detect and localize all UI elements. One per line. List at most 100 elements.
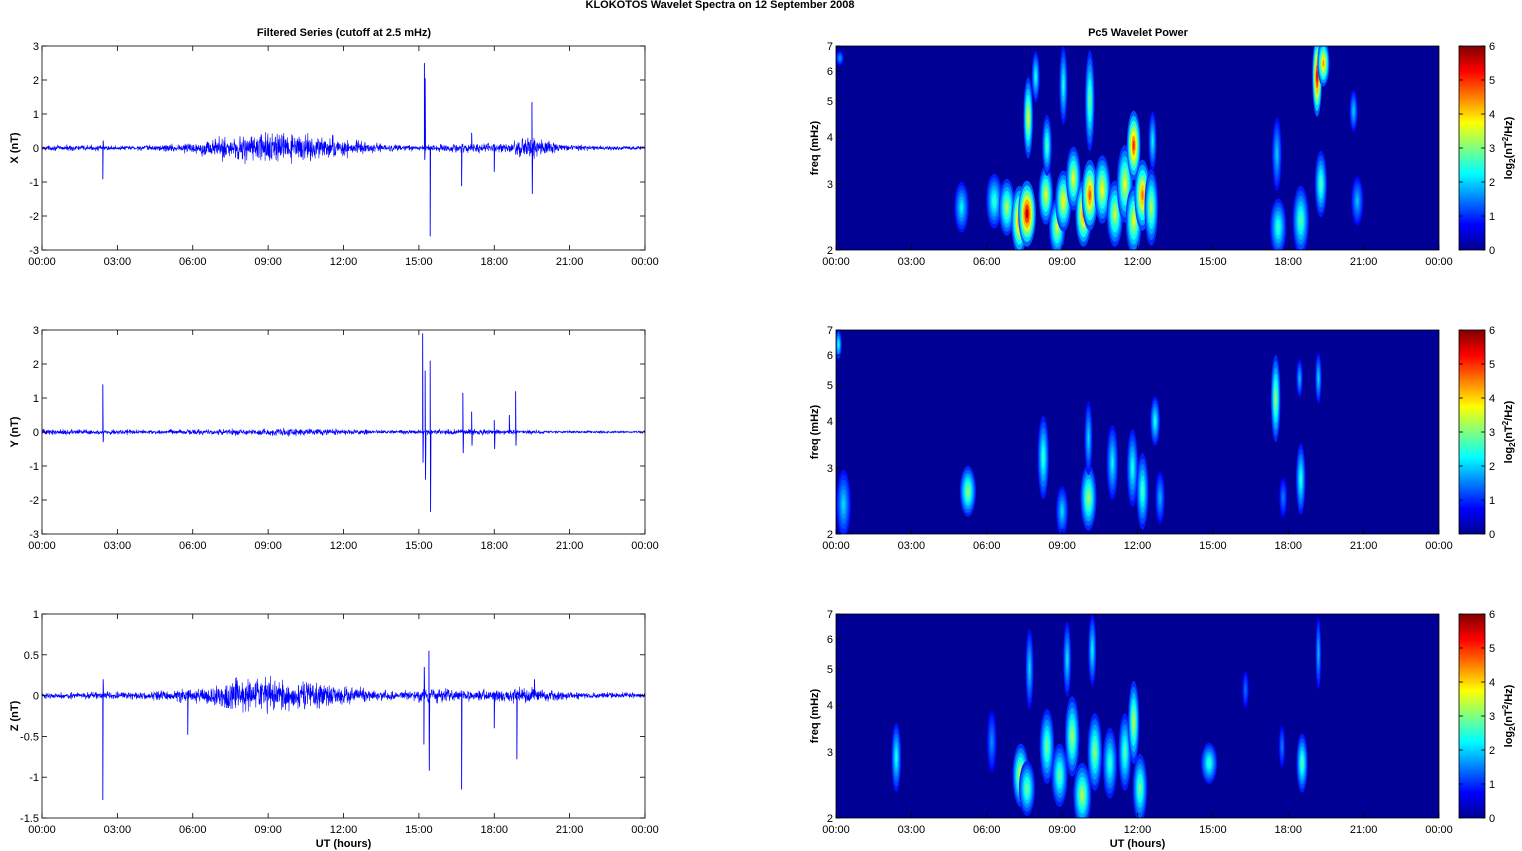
power-contour bbox=[1025, 208, 1029, 219]
power-contour bbox=[1275, 392, 1277, 405]
x-tick-label: 00:00 bbox=[1425, 256, 1453, 268]
x-tick-label: 21:00 bbox=[556, 256, 584, 268]
power-blob bbox=[1126, 429, 1139, 507]
y-tick-label: 6 bbox=[827, 350, 833, 362]
x-tick-label: 03:00 bbox=[898, 540, 926, 552]
colorbar-tick-label: 6 bbox=[1489, 325, 1495, 337]
y-tick-label: -0.5 bbox=[20, 731, 39, 743]
y-tick-label: -3 bbox=[29, 245, 39, 257]
x-tick-label: 09:00 bbox=[1048, 256, 1076, 268]
power-blob bbox=[1056, 486, 1069, 534]
power-blob bbox=[1128, 680, 1140, 764]
power-contour bbox=[1207, 760, 1211, 767]
power-contour bbox=[993, 197, 996, 206]
z-series-plot-area bbox=[42, 614, 645, 818]
colorbar-tick-label: 4 bbox=[1489, 393, 1495, 405]
power-blob bbox=[1270, 354, 1281, 442]
y-wavelet-heatmap bbox=[836, 330, 1439, 534]
power-contour bbox=[1159, 493, 1161, 502]
x-tick-label: 15:00 bbox=[405, 824, 433, 836]
y-series-ylabel: Y (nT) bbox=[9, 416, 21, 447]
x-tick-label: 18:00 bbox=[1274, 540, 1302, 552]
power-contour bbox=[1276, 149, 1278, 160]
power-contour bbox=[1101, 184, 1104, 195]
y-wavelet-panel: 2 3 4 5 6 7 00:00 03:00 06:00 09:00 12:00 15:00 18:0… bbox=[809, 325, 1517, 552]
power-contour bbox=[1042, 451, 1045, 464]
colorbar-tick-label: 1 bbox=[1489, 495, 1495, 507]
x-tick-label: 00:00 bbox=[1425, 540, 1453, 552]
figure-suptitle: KLOKOTOS Wavelet Spectra on 12 September… bbox=[586, 0, 855, 11]
power-contour bbox=[1062, 79, 1064, 91]
power-blob bbox=[1317, 46, 1330, 87]
x-tick-label: 12:00 bbox=[1124, 540, 1152, 552]
power-blob bbox=[1201, 742, 1218, 784]
power-contour bbox=[1138, 783, 1142, 794]
power-blob bbox=[1136, 453, 1149, 530]
x-tick-label: 15:00 bbox=[1199, 540, 1227, 552]
power-contour bbox=[1025, 784, 1029, 793]
colorbar-tick-label: 0 bbox=[1489, 529, 1495, 541]
x-tick-label: 18:00 bbox=[1274, 824, 1302, 836]
power-blob bbox=[1349, 90, 1358, 132]
x-tick-label: 00:00 bbox=[631, 540, 659, 552]
x-series-ylabel: X (nT) bbox=[9, 132, 21, 163]
power-contour bbox=[1044, 191, 1047, 200]
y-series-spike bbox=[515, 391, 517, 446]
power-blob bbox=[836, 330, 842, 360]
power-contour bbox=[1088, 190, 1091, 201]
power-blob bbox=[1066, 146, 1081, 211]
z-wavelet-ylabel: freq (mHz) bbox=[809, 688, 821, 743]
power-blob bbox=[1018, 760, 1036, 816]
power-blob bbox=[1042, 115, 1052, 176]
z-series-spike bbox=[102, 679, 105, 801]
x-tick-label: 12:00 bbox=[330, 256, 358, 268]
power-contour bbox=[1066, 653, 1068, 665]
x-tick-label: 06:00 bbox=[179, 824, 207, 836]
power-contour bbox=[1089, 93, 1091, 109]
x-tick-label: 03:00 bbox=[104, 256, 132, 268]
power-blob bbox=[1148, 111, 1157, 171]
y-tick-label: 3 bbox=[33, 325, 39, 337]
power-blob bbox=[1296, 733, 1308, 793]
power-blob bbox=[1155, 471, 1165, 524]
power-contour bbox=[1123, 178, 1127, 190]
power-blob bbox=[1106, 425, 1119, 501]
y-tick-label: 2 bbox=[827, 245, 833, 257]
colorbar-tick-label: 6 bbox=[1489, 609, 1495, 621]
power-blob bbox=[1064, 696, 1080, 777]
colorbar-tick-label: 5 bbox=[1489, 75, 1495, 87]
y-tick-label: -1 bbox=[29, 177, 39, 189]
x-wavelet-ylabel: freq (mHz) bbox=[809, 120, 821, 175]
power-blob bbox=[1039, 709, 1055, 785]
power-contour bbox=[839, 57, 841, 60]
x-tick-label: 00:00 bbox=[822, 824, 850, 836]
y-series-spike bbox=[102, 384, 105, 443]
y-tick-label: 5 bbox=[827, 380, 833, 392]
z-series-spike bbox=[428, 650, 431, 771]
y-tick-label: 7 bbox=[827, 41, 833, 53]
power-contour bbox=[1277, 223, 1280, 232]
power-contour bbox=[1320, 179, 1322, 189]
x-series-spike bbox=[423, 62, 426, 160]
z-wavelet-panel: 2 3 4 5 6 7 00:00 03:00 06:00 09:00 12:00 15:00 18:0… bbox=[809, 609, 1517, 850]
y-tick-label: 4 bbox=[827, 700, 833, 712]
power-blob bbox=[1279, 478, 1288, 518]
power-blob bbox=[954, 182, 969, 233]
power-blob bbox=[836, 50, 844, 66]
left-column-title: Filtered Series (cutoff at 2.5 mHz) bbox=[257, 27, 432, 39]
power-blob bbox=[1031, 51, 1040, 103]
power-blob bbox=[1132, 753, 1148, 818]
colorbar-tick-label: 4 bbox=[1489, 677, 1495, 689]
power-blob bbox=[1080, 464, 1097, 531]
x-tick-label: 12:00 bbox=[330, 540, 358, 552]
power-blob bbox=[1102, 727, 1118, 799]
power-contour bbox=[1141, 485, 1144, 497]
x-wavelet-heatmap bbox=[836, 46, 1439, 250]
y-tick-label: -3 bbox=[29, 529, 39, 541]
power-contour bbox=[1027, 112, 1029, 124]
x-tick-label: 03:00 bbox=[104, 540, 132, 552]
y-tick-label: 0.5 bbox=[24, 650, 39, 662]
power-contour bbox=[1061, 507, 1063, 515]
y-tick-label: -1 bbox=[29, 772, 39, 784]
x-tick-label: 00:00 bbox=[1425, 824, 1453, 836]
